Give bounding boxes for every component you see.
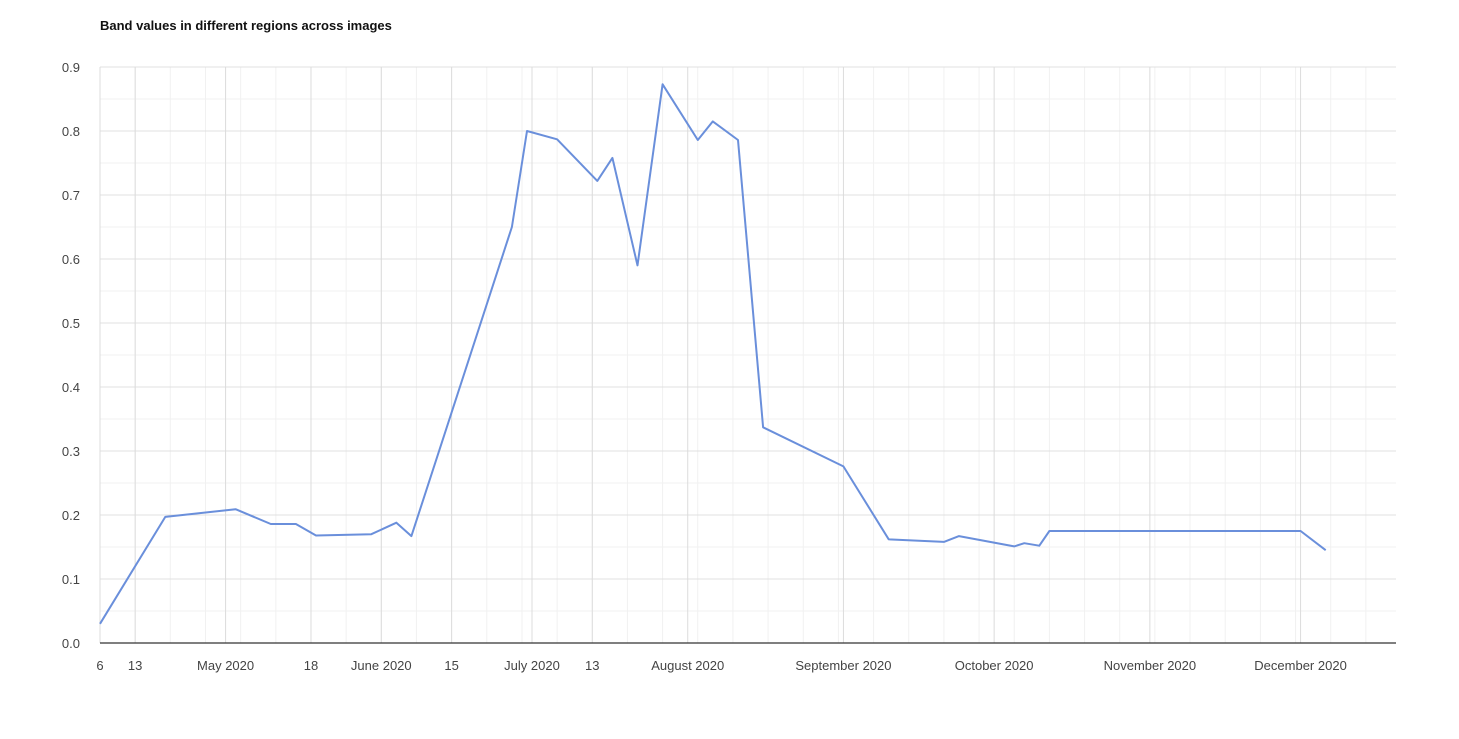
series-line xyxy=(99,83,1327,625)
y-tick-label: 0.9 xyxy=(62,60,80,75)
chart-title: Band values in different regions across … xyxy=(100,18,392,33)
x-tick-label: 6 xyxy=(96,658,103,673)
y-tick-label: 0.4 xyxy=(62,380,80,395)
y-tick-label: 0.8 xyxy=(62,124,80,139)
y-tick-label: 0.2 xyxy=(62,508,80,523)
x-tick-labels: 6 13 May 2020 18 June 2020 15 July 2020 13 Augus… xyxy=(96,658,1346,673)
x-tick-label: August 2020 xyxy=(651,658,724,673)
y-tick-label: 0.0 xyxy=(62,636,80,651)
x-tick-label: October 2020 xyxy=(955,658,1034,673)
y-tick-label: 0.1 xyxy=(62,572,80,587)
x-tick-label: 18 xyxy=(304,658,318,673)
x-tick-label: December 2020 xyxy=(1254,658,1347,673)
x-tick-label: July 2020 xyxy=(504,658,560,673)
x-tick-label: June 2020 xyxy=(351,658,412,673)
y-tick-label: 0.6 xyxy=(62,252,80,267)
x-tick-label: 15 xyxy=(444,658,458,673)
y-tick-label: 0.3 xyxy=(62,444,80,459)
y-tick-label: 0.5 xyxy=(62,316,80,331)
grid-lines xyxy=(99,66,1396,643)
y-tick-label: 0.7 xyxy=(62,188,80,203)
x-tick-label: 13 xyxy=(128,658,142,673)
y-tick-labels: 0.0 0.1 0.2 0.3 0.4 0.5 0.6 0.7 0.8 0.9 xyxy=(62,60,80,651)
x-tick-label: September 2020 xyxy=(795,658,891,673)
series-layer xyxy=(99,83,1327,625)
x-tick-label: May 2020 xyxy=(197,658,254,673)
x-tick-label: 13 xyxy=(585,658,599,673)
x-tick-label: November 2020 xyxy=(1104,658,1197,673)
